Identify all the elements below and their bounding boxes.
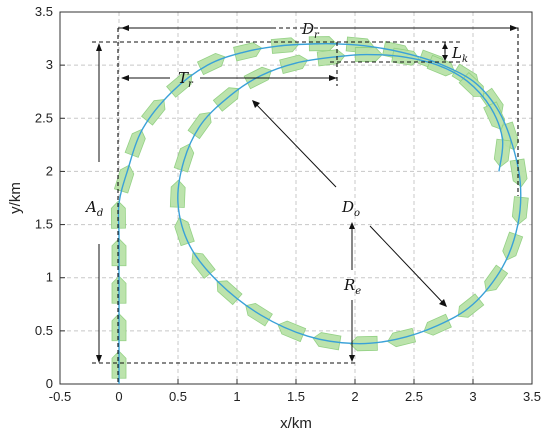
ad-arrowhead-bottom	[96, 355, 102, 363]
ship-hull	[113, 164, 135, 194]
dr-arrowhead-left	[121, 25, 129, 31]
x-tick-label: 2	[351, 389, 358, 404]
do-arrowhead-upper	[252, 100, 260, 108]
y-tick-label: 1	[46, 270, 53, 285]
annotation-lk: Lk	[451, 44, 468, 65]
y-tick-label: 0	[46, 376, 53, 391]
tr-arrowhead-left	[121, 75, 129, 81]
ship-icon	[426, 54, 456, 77]
ship-hull	[174, 217, 195, 247]
y-tick-label: 1.5	[35, 217, 53, 232]
x-axis-label: x/km	[280, 415, 312, 432]
tr-arrowhead-right	[329, 75, 337, 81]
ship-icon	[174, 217, 195, 247]
x-tick-label: 3	[469, 389, 476, 404]
ad-arrowhead-top	[96, 43, 102, 51]
y-tick-label: 3.5	[35, 4, 53, 19]
lk-arrowhead-bottom	[442, 55, 448, 61]
x-tick-label: 1.5	[287, 389, 305, 404]
x-tick-label: 1	[233, 389, 240, 404]
annotation-tr: Tr	[178, 69, 194, 90]
annotation-dr: Dr	[301, 20, 320, 41]
ship-icon	[113, 164, 135, 194]
ship-hull	[124, 129, 146, 158]
ship-silhouettes	[110, 36, 529, 379]
y-tick-label: 2.5	[35, 110, 53, 125]
ship-icon	[483, 101, 506, 130]
annotation-re: Re	[343, 276, 361, 297]
re-arrowhead-top	[349, 222, 355, 229]
ship-hull	[483, 101, 506, 130]
x-tick-label: -0.5	[49, 389, 71, 404]
do-arrow-upper	[252, 100, 337, 188]
ship-hull	[423, 313, 452, 336]
x-tick-label: 0.5	[169, 389, 187, 404]
y-tick-label: 0.5	[35, 323, 53, 338]
re-arrowhead-bottom	[349, 355, 355, 362]
ship-icon	[124, 129, 146, 158]
trajectory	[117, 42, 522, 385]
x-tick-label: 0	[115, 389, 122, 404]
ship-icon	[423, 313, 452, 336]
annotation-ad: Ad	[84, 198, 103, 219]
annotation-guides	[92, 25, 519, 384]
annotation-do: Do	[341, 198, 360, 219]
trajectory-line	[117, 42, 522, 385]
y-tick-label: 3	[46, 57, 53, 72]
do-arrow-lower	[369, 225, 447, 307]
y-axis-label: y/km	[7, 182, 24, 214]
x-tick-label: 3.5	[523, 389, 541, 404]
ticks: -0.5 0 0.5 1 1.5 2 2.5 3 3.500.511.522.533.5	[35, 4, 541, 404]
x-tick-label: 2.5	[405, 389, 423, 404]
y-tick-label: 2	[46, 163, 53, 178]
dr-arrowhead-right	[510, 25, 518, 31]
ship-hull	[426, 54, 456, 77]
do-arrowhead-lower	[439, 299, 447, 307]
lk-arrowhead-top	[442, 43, 448, 49]
